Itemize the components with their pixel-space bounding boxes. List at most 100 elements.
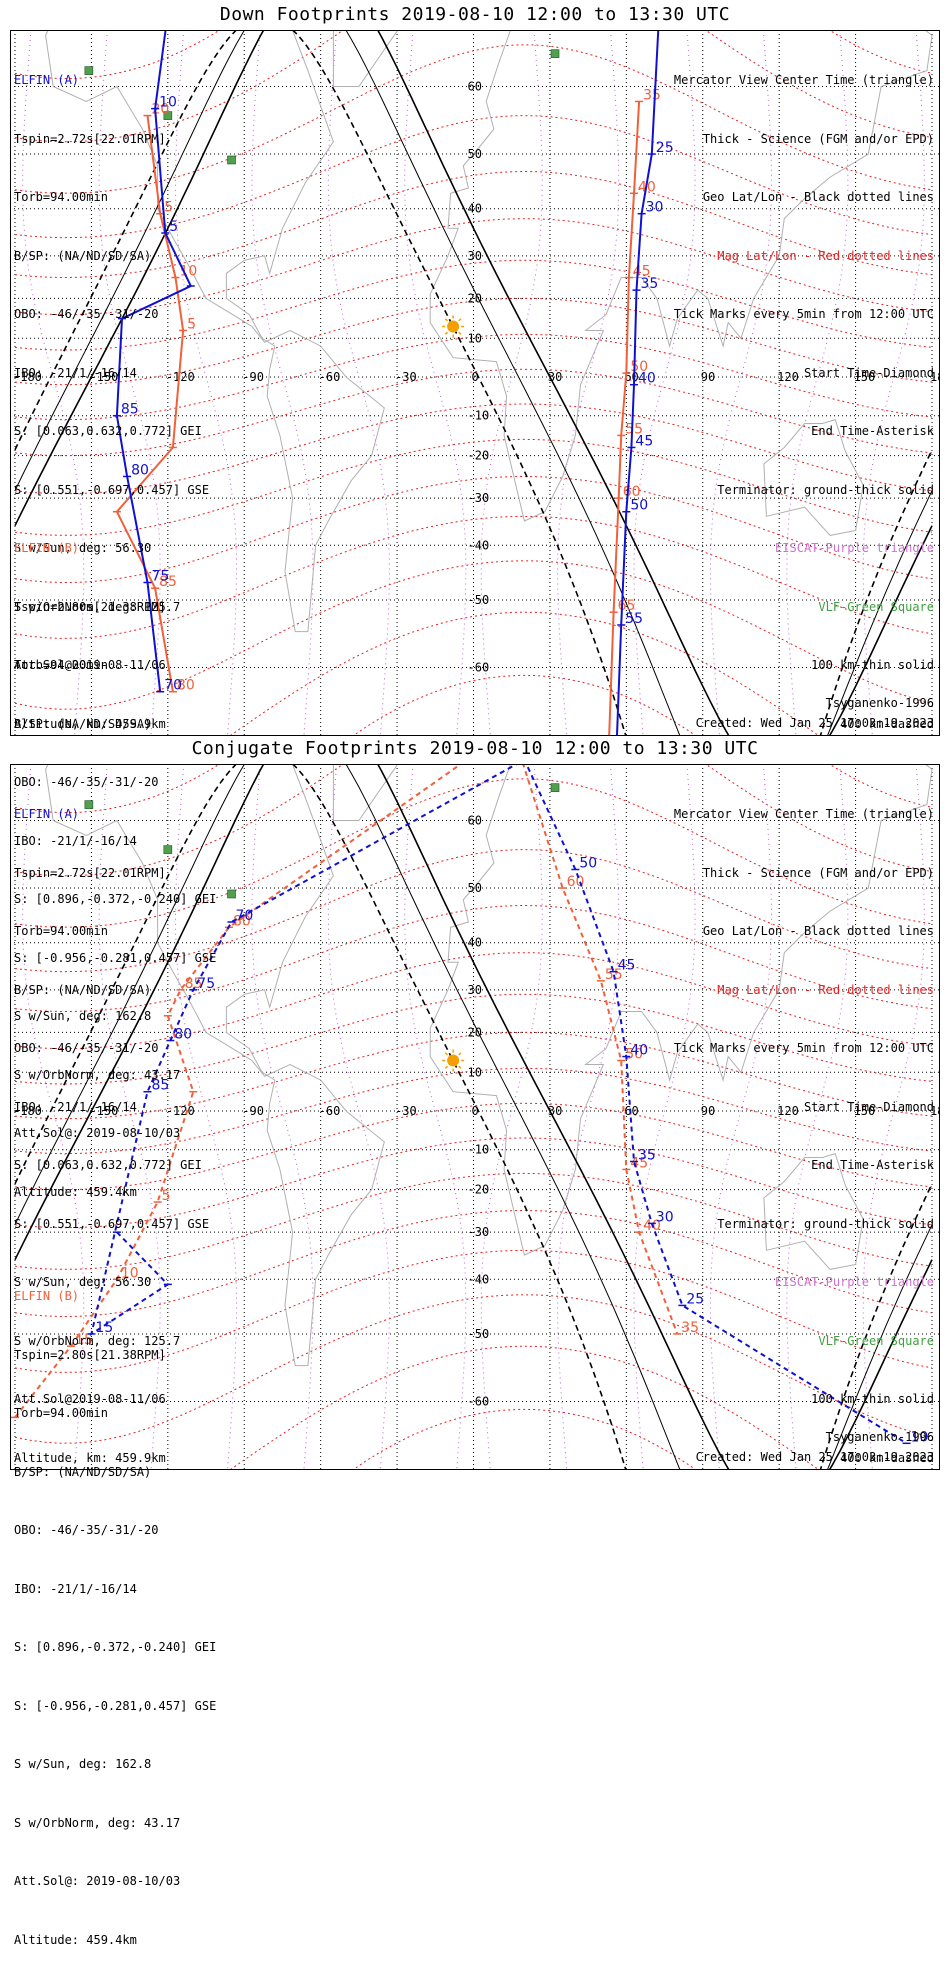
info-line: S w/Sun, deg: 56.30 <box>14 541 152 555</box>
info-line: S w/Sun, deg: 162.8 <box>14 1757 152 1771</box>
track-tick-label: 35 <box>681 1320 699 1336</box>
terminator-100km <box>14 765 933 1469</box>
sun-ray <box>458 1065 462 1069</box>
lon-tick-label: 150 <box>854 1104 876 1118</box>
legend-item: VLF-Green Square <box>818 1333 934 1348</box>
elfin-a-info-down: ELFIN (A) Tspin=2.72s[22.01RPM] Torb=94.… <box>14 32 209 754</box>
mag-meridian <box>98 31 161 735</box>
track-tick-label: 45 <box>618 958 636 974</box>
continent-outline <box>45 31 385 633</box>
mag-meridian <box>251 31 314 735</box>
track-tick-label: 55 <box>625 611 643 627</box>
elfin-b-track <box>608 101 641 735</box>
legend-item: Start Time-Diamond <box>803 365 934 380</box>
lon-tick-label: -60 <box>319 370 341 384</box>
lat-tick-label: 40 <box>468 936 482 950</box>
track-tick-label: 85 <box>151 1078 169 1094</box>
info-line: Tspin=2.80s[21.38RPM] <box>14 599 166 614</box>
lon-tick-label: -120 <box>166 1104 195 1118</box>
lon-tick-label: -180 <box>13 1104 42 1118</box>
track-tick-label: 80 <box>131 462 149 478</box>
info-line: Altitude, km: 459.9km <box>14 1450 166 1465</box>
lon-tick-label: 120 <box>777 1104 799 1118</box>
elfin-a-track <box>616 31 660 735</box>
track-tick-label: 85 <box>159 574 177 590</box>
lon-tick-label: -150 <box>89 1104 118 1118</box>
elfin-b-track <box>14 765 679 1419</box>
lat-tick-label: -20 <box>468 449 490 463</box>
mag-parallel <box>230 611 819 735</box>
info-line: Tspin=2.72s[22.01RPM] <box>14 865 166 880</box>
track-tick-label: 45 <box>635 433 653 449</box>
track-tick-label: 30 <box>656 1209 674 1225</box>
terminator-400km <box>14 765 933 1469</box>
track-tick-label: 55 <box>528 746 546 762</box>
lat-tick-label: 60 <box>468 79 482 93</box>
lat-tick-label: 70 <box>468 0 482 1</box>
sun-ray <box>458 318 462 322</box>
legend-item: 100 km-thin solid <box>811 1392 934 1406</box>
lon-tick-label: 90 <box>701 370 715 384</box>
lon-tick-label: 180 <box>930 370 950 384</box>
vlf-square <box>163 845 173 854</box>
lon-tick-label: 120 <box>777 370 799 384</box>
legend-item: Terminator: ground-thick solid <box>717 482 934 497</box>
legend-conjugate: Mercator View Center Time (triangle) Thi… <box>674 766 934 1488</box>
elfin-b-name: ELFIN (B) <box>14 541 80 555</box>
sun-ray <box>458 1052 462 1056</box>
lon-tick-label: 60 <box>624 1104 638 1118</box>
lat-tick-label: -30 <box>468 1225 490 1239</box>
track-tick-label: 10 <box>179 264 197 280</box>
lat-tick-label: -50 <box>468 1327 490 1341</box>
elfin-a-info-conjugate: ELFIN (A) Tspin=2.72s[22.01RPM] Torb=94.… <box>14 766 209 1488</box>
info-line: S: [0.896,-0.372,-0.240] GEI <box>14 892 217 906</box>
lat-tick-label: 20 <box>468 291 482 305</box>
legend-item: Thick - Science (FGM and/or EPD) <box>702 865 934 880</box>
track-tick-label: 15 <box>75 1332 93 1348</box>
sun-ray <box>458 331 462 335</box>
vlf-square <box>546 756 554 764</box>
lat-tick-label: 10 <box>468 331 482 345</box>
mag-meridian <box>22 765 85 1469</box>
mag-parallel <box>14 1031 933 1120</box>
mag-meridian <box>709 31 773 735</box>
track-tick-label: 80 <box>177 678 195 694</box>
info-line: B/SP: (NA/ND/SD/SA) <box>14 1464 152 1479</box>
lat-tick-label: -10 <box>468 409 490 423</box>
info-line: B/SP: (NA/ND/SD/SA) <box>14 982 152 997</box>
mag-parallel <box>14 31 933 143</box>
terminator-100km <box>14 31 933 735</box>
mag-parallel <box>14 778 933 928</box>
continent-outline <box>763 418 864 536</box>
lat-tick-label: 50 <box>468 881 482 895</box>
lon-tick-label: 150 <box>854 370 876 384</box>
mag-parallel <box>14 218 933 316</box>
info-line: Att.Sol@: 2019-08-10/03 <box>14 1126 181 1140</box>
continent-outline <box>45 765 385 1367</box>
continent-outline <box>429 765 933 1256</box>
elfin-a-track <box>89 765 908 1445</box>
created-label: Created: Wed Jan 25 17:03:19 2023 <box>695 1450 934 1464</box>
info-line: S: [-0.956,-0.281,0.457] GSE <box>14 1698 217 1713</box>
mag-meridian <box>786 31 849 735</box>
info-line: Att.Sol@: 2019-08-10/03 <box>14 1874 181 1888</box>
track-tick-label: 35 <box>641 276 659 292</box>
mag-parallel <box>14 1172 933 1270</box>
mag-meridian <box>404 31 467 735</box>
mag-meridian <box>709 765 773 1469</box>
legend-item: Terminator: ground-thick solid <box>717 1216 934 1231</box>
lat-tick-label: 50 <box>468 147 482 161</box>
info-line: OBO: -46/-35/-31/-20 <box>14 1523 159 1537</box>
lon-tick-label: -90 <box>242 370 264 384</box>
lon-tick-label: 0 <box>472 1104 479 1118</box>
continent-outline <box>763 1152 864 1270</box>
legend-item: 400 km-dashed <box>840 716 934 731</box>
info-line: Tspin=2.80s[21.38RPM] <box>14 1347 166 1362</box>
eiscat-triangle <box>519 722 529 732</box>
track-tick-label: 15 <box>95 1320 113 1336</box>
info-line: S: [0.551,-0.697,0.457] GSE <box>14 1216 210 1231</box>
track-tick-label: 5 <box>164 200 173 216</box>
vlf-square <box>550 49 560 58</box>
info-line: IBO: -21/1/-16/14 <box>14 365 137 380</box>
legend-item: Geo Lat/Lon - Black dotted lines <box>702 924 934 938</box>
